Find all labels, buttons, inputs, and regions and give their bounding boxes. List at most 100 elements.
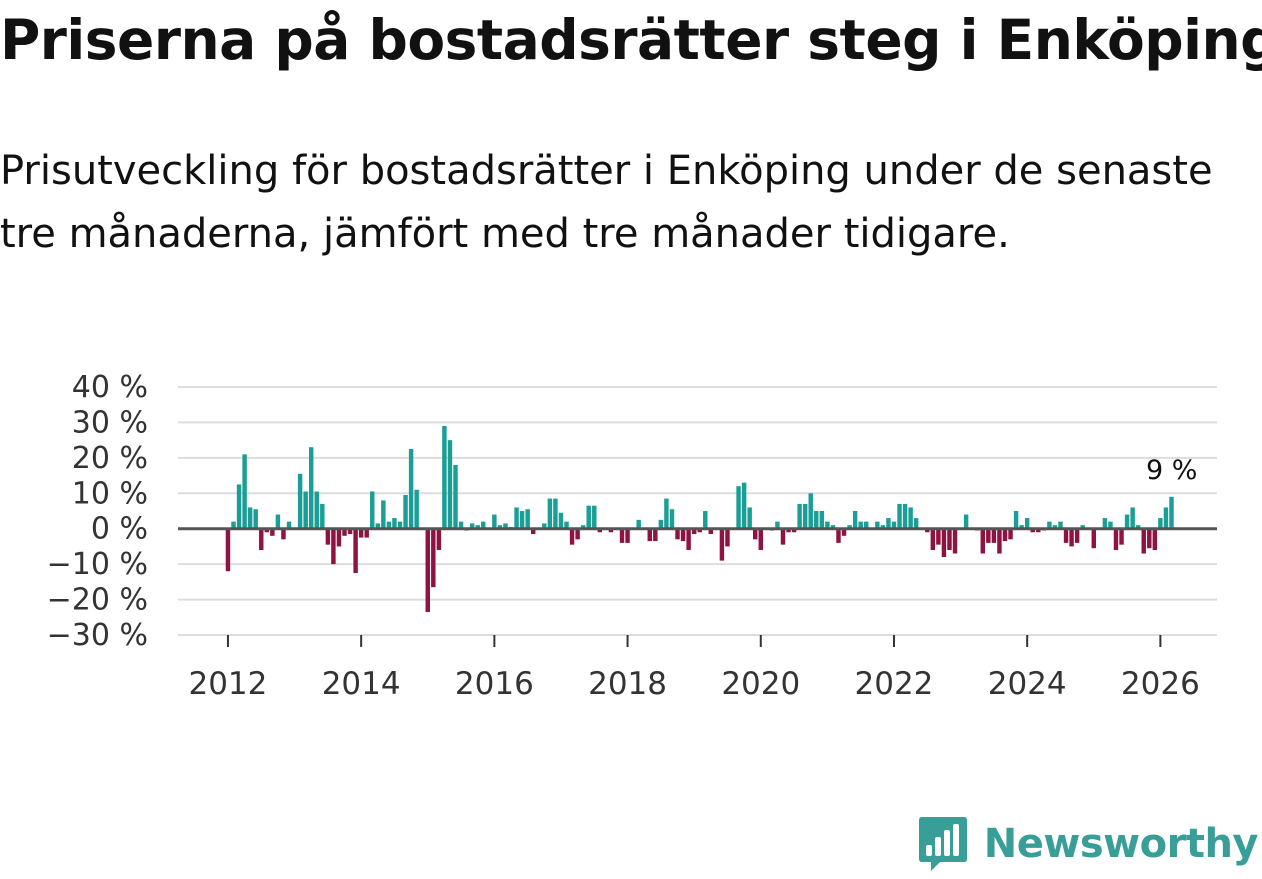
y-tick-label: 10 % [72, 476, 148, 511]
bar [686, 528, 691, 550]
bar [791, 528, 797, 533]
bar [941, 528, 947, 558]
bar [952, 528, 958, 554]
bar [875, 521, 880, 529]
bar [902, 503, 908, 529]
bar [580, 525, 586, 529]
y-tick-label: −30 % [47, 618, 148, 653]
bar [308, 447, 314, 529]
last-value-annotation: 9 % [1146, 455, 1197, 486]
bar [286, 521, 292, 529]
bar [930, 528, 936, 550]
bar [481, 521, 486, 529]
bar [680, 528, 686, 542]
bar-chart: 40 %30 %20 %10 %0 %−10 %−20 %−30 % 2012 2… [47, 370, 1217, 702]
bar [897, 503, 902, 529]
x-tick-label: 2020 [721, 666, 800, 702]
bar [825, 521, 830, 529]
y-tick-label: −10 % [47, 547, 148, 582]
bar [986, 528, 991, 543]
bar [553, 498, 558, 529]
bar [592, 505, 597, 529]
bar [314, 491, 319, 529]
bar [697, 528, 702, 533]
bar [830, 525, 836, 529]
bar [858, 521, 863, 529]
bar [386, 521, 392, 529]
bar [747, 507, 752, 529]
y-axis-labels: 40 %30 %20 %10 %0 %−10 %−20 %−30 % [47, 370, 148, 653]
bar [325, 528, 331, 545]
bar [841, 528, 847, 536]
bar [947, 528, 952, 550]
bar [819, 511, 825, 529]
chart-subtitle: Prisutveckling för bostadsrätter i Enköp… [0, 148, 1213, 257]
bar [503, 523, 508, 529]
bar [1024, 518, 1030, 529]
bar [880, 525, 886, 529]
bar [1008, 528, 1013, 540]
bar [453, 464, 458, 529]
bar [586, 505, 591, 529]
bar [1124, 514, 1130, 529]
gridlines [178, 386, 1217, 636]
bar [447, 440, 453, 529]
bar [741, 482, 747, 529]
bar [997, 528, 1002, 554]
bar [675, 528, 680, 540]
bar [270, 528, 275, 536]
bar [1158, 518, 1163, 529]
y-tick-label: −20 % [47, 583, 148, 618]
bar [275, 514, 281, 529]
bar [625, 528, 630, 543]
bar [1063, 528, 1069, 543]
x-tick-label: 2022 [855, 666, 934, 702]
bar [725, 528, 730, 547]
brand-name: Newsworthy [983, 821, 1259, 867]
bar [253, 509, 258, 529]
bar [1102, 518, 1108, 529]
bar [1058, 521, 1063, 529]
bar [852, 511, 858, 529]
bar [408, 449, 414, 529]
bar [1141, 528, 1146, 554]
bar [619, 528, 625, 543]
x-tick-label: 2024 [988, 666, 1067, 702]
bar [342, 528, 347, 536]
newsworthy-logo-icon [918, 817, 967, 871]
bar [358, 528, 364, 538]
bar [575, 528, 580, 540]
bar [658, 519, 664, 529]
bar [608, 528, 614, 533]
bar [1135, 525, 1141, 529]
bar [669, 509, 675, 529]
bar [1130, 507, 1135, 529]
bar [569, 528, 575, 545]
chart-title: Priserna på bostadsrätter steg i Enköpin… [0, 8, 1262, 72]
bar [991, 528, 997, 543]
bar [1163, 507, 1169, 529]
bar [514, 507, 519, 529]
bar [475, 525, 480, 529]
bar [786, 528, 791, 533]
bar [664, 498, 669, 529]
bar [1019, 525, 1024, 529]
y-tick-label: 40 % [72, 370, 148, 405]
bar [913, 518, 919, 529]
x-tick-label: 2014 [322, 666, 401, 702]
bar [281, 528, 286, 540]
bar [736, 486, 741, 529]
bar [558, 512, 564, 529]
bar [703, 511, 708, 529]
bar [1074, 528, 1080, 543]
bar [458, 521, 464, 529]
bar [597, 528, 603, 533]
bar [1013, 511, 1019, 529]
bar [1091, 528, 1097, 549]
bar [442, 425, 447, 529]
bar [1113, 528, 1119, 550]
bar [980, 528, 986, 554]
bar [1052, 525, 1058, 529]
bar [525, 509, 530, 529]
bar [647, 528, 652, 542]
